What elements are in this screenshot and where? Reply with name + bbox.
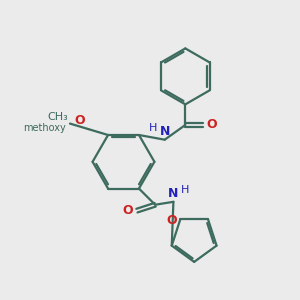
Text: methoxy: methoxy: [23, 124, 66, 134]
Text: H: H: [149, 123, 158, 133]
Text: N: N: [160, 125, 170, 138]
Text: O: O: [166, 214, 177, 227]
Text: N: N: [168, 187, 178, 200]
Text: O: O: [74, 114, 85, 127]
Text: CH₃: CH₃: [48, 112, 68, 122]
Text: O: O: [206, 118, 217, 131]
Text: H: H: [180, 185, 189, 195]
Text: O: O: [123, 204, 134, 217]
